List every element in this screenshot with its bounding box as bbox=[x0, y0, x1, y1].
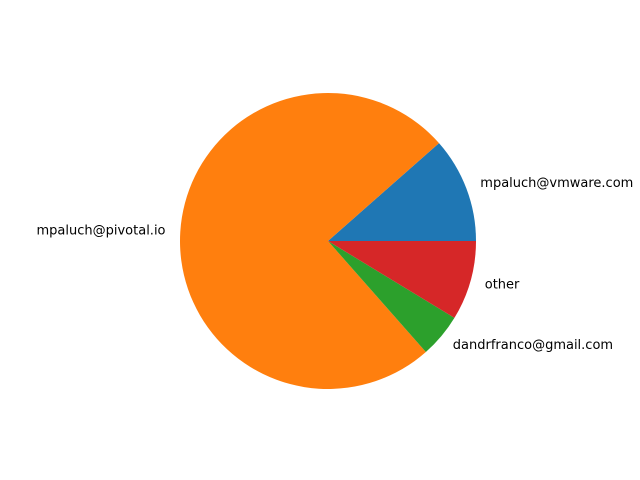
pie-slice-3 bbox=[328, 241, 476, 318]
pie-slice-0 bbox=[328, 143, 476, 241]
pie-label-0: mpaluch@vmware.com bbox=[480, 176, 633, 191]
pie-slices bbox=[180, 93, 476, 390]
pie-label-2: dandrfranco@gmail.com bbox=[453, 338, 613, 353]
pie-slice-1 bbox=[180, 93, 440, 390]
pie-slice-2 bbox=[328, 241, 455, 353]
pie-label-1: mpaluch@pivotal.io bbox=[37, 223, 166, 238]
pie-labels: mpaluch@vmware.com mpaluch@pivotal.io dand… bbox=[37, 176, 634, 353]
pie-label-3: other bbox=[485, 277, 520, 292]
